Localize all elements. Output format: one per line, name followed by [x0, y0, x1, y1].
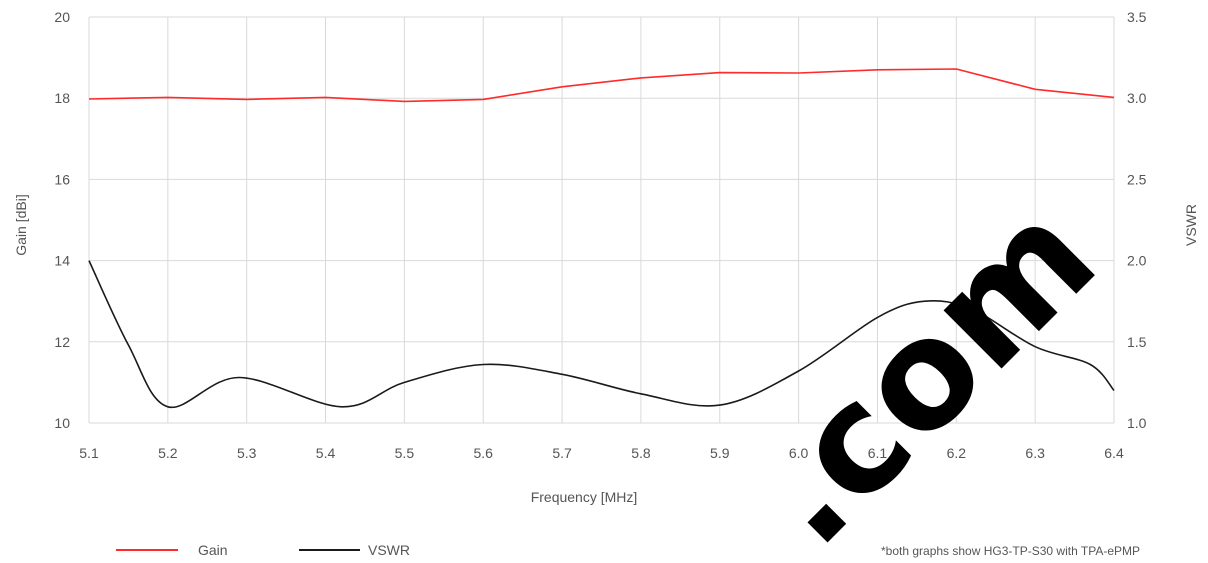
gain-series-line: [88, 68, 1115, 103]
series-layer: [88, 68, 1115, 409]
x-tick-label: 6.1: [868, 445, 888, 461]
y-right-tick-label: 3.5: [1127, 9, 1147, 25]
legend: Gain VSWR: [116, 542, 410, 558]
y-right-tick-label: 2.0: [1127, 253, 1147, 269]
y-right-tick-label: 1.0: [1127, 415, 1147, 431]
y-left-tick-label: 18: [54, 90, 70, 106]
y-axis-right-title: VSWR: [1183, 204, 1199, 246]
x-tick-label: 5.6: [473, 445, 493, 461]
x-tick-label: 5.1: [79, 445, 99, 461]
vswr-series-line: [88, 260, 1115, 409]
footnote: *both graphs show HG3-TP-S30 with TPA-eP…: [881, 544, 1140, 558]
x-tick-label: 5.5: [395, 445, 415, 461]
y-left-tick-label: 20: [54, 9, 70, 25]
y-left-tick-label: 16: [54, 171, 70, 187]
y-axis-left-title: Gain [dBi]: [13, 194, 29, 255]
x-axis-title: Frequency [MHz]: [531, 489, 638, 505]
y-right-tick-label: 2.5: [1127, 171, 1147, 187]
x-tick-label: 5.2: [158, 445, 178, 461]
legend-gain-label: Gain: [198, 542, 228, 558]
x-tick-label: 6.3: [1025, 445, 1045, 461]
x-tick-label: 5.9: [710, 445, 730, 461]
x-tick-label: 5.8: [631, 445, 651, 461]
grid: [88, 16, 1115, 424]
x-tick-label: 5.3: [237, 445, 257, 461]
y-left-tick-label: 12: [54, 334, 70, 350]
watermark: .com: [719, 169, 1129, 563]
x-tick-label: 5.7: [552, 445, 572, 461]
y-left-tick-label: 14: [54, 253, 70, 269]
x-tick-label: 6.4: [1104, 445, 1124, 461]
legend-vswr-label: VSWR: [368, 542, 410, 558]
x-tick-label: 6.0: [789, 445, 809, 461]
y-right-tick-label: 1.5: [1127, 334, 1147, 350]
y-right-tick-label: 3.0: [1127, 90, 1147, 106]
y-left-tick-label: 10: [54, 415, 70, 431]
x-tick-label: 6.2: [947, 445, 967, 461]
x-tick-label: 5.4: [316, 445, 336, 461]
tick-labels: 5.1 5.2 5.3 5.4 5.5 5.6 5.7 5.8 5.9 6.0 6.1 6.2 6.3 6…: [54, 9, 1146, 461]
